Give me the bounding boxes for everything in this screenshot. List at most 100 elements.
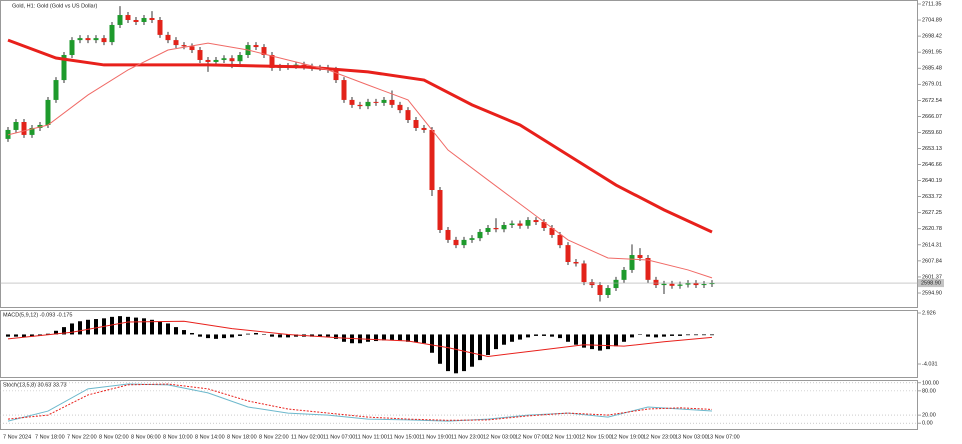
candle-body bbox=[437, 190, 443, 230]
macd-bar bbox=[158, 321, 162, 335]
macd-bar bbox=[366, 334, 370, 342]
macd-bar bbox=[454, 334, 458, 374]
macd-bar bbox=[654, 334, 658, 338]
macd-bar bbox=[462, 334, 466, 372]
x-tick-label: 8 Nov 02:00 bbox=[99, 434, 129, 440]
y-tick-label: 2711.35 bbox=[922, 1, 941, 7]
x-tick-label: 12 Nov 07:00 bbox=[515, 434, 548, 440]
macd-bar bbox=[422, 334, 426, 344]
macd-bar bbox=[238, 334, 242, 336]
candle-body bbox=[405, 110, 411, 121]
macd-bar bbox=[142, 318, 146, 335]
candle-body bbox=[429, 129, 435, 191]
candle-body bbox=[109, 24, 115, 43]
candle-body bbox=[205, 59, 211, 62]
macd-bar bbox=[390, 334, 394, 341]
macd-bar bbox=[270, 334, 274, 337]
macd-bar bbox=[470, 334, 474, 367]
candle-body bbox=[661, 283, 667, 286]
macd-bar bbox=[566, 334, 570, 342]
candle-body bbox=[133, 20, 139, 22]
candle-body bbox=[181, 45, 187, 47]
x-tick-label: 12 Nov 03:00 bbox=[483, 434, 516, 440]
candle-body bbox=[21, 122, 27, 135]
macd-bar bbox=[6, 334, 10, 337]
macd-bar bbox=[206, 334, 210, 339]
macd-bar bbox=[638, 334, 642, 335]
x-tick-label: 11 Nov 07:00 bbox=[323, 434, 355, 440]
y-tick-label: 20.00 bbox=[922, 413, 936, 419]
indicator-line bbox=[7, 42, 713, 279]
y-tick-label: 2704.89 bbox=[922, 17, 942, 23]
macd-bar bbox=[214, 334, 218, 339]
macd-bar bbox=[558, 334, 562, 339]
indicator-line bbox=[7, 38, 713, 234]
candle-body bbox=[669, 283, 675, 286]
macd-bar bbox=[262, 334, 266, 335]
macd-bar bbox=[326, 334, 330, 337]
candle-body bbox=[141, 18, 147, 22]
candle-body bbox=[373, 101, 379, 103]
macd-bar bbox=[150, 319, 154, 335]
macd-bar bbox=[542, 334, 546, 336]
panel-title: Stoch(13,5,8) 30.63 33.73 bbox=[3, 382, 67, 388]
last-price-box bbox=[918, 279, 944, 288]
y-tick-label: -4.031 bbox=[922, 361, 938, 367]
y-tick-label: 2.926 bbox=[922, 310, 936, 316]
macd-bar bbox=[662, 334, 666, 337]
candle-body bbox=[69, 40, 75, 55]
macd-bar bbox=[118, 316, 122, 335]
macd-bar bbox=[702, 334, 706, 336]
candle-body bbox=[629, 255, 635, 270]
macd-bar bbox=[414, 334, 418, 343]
candle-body bbox=[573, 261, 579, 264]
macd-bar bbox=[614, 334, 618, 347]
candle-body bbox=[365, 101, 371, 107]
x-tick-label: 13 Nov 07:00 bbox=[707, 434, 740, 440]
macd-bar bbox=[222, 334, 226, 339]
candle-body bbox=[197, 50, 203, 60]
macd-bar bbox=[30, 334, 34, 337]
candle-body bbox=[381, 99, 387, 103]
y-tick-label: 2685.48 bbox=[922, 66, 942, 72]
macd-bar bbox=[62, 327, 66, 335]
candle-body bbox=[253, 45, 259, 48]
y-tick-label: 2646.66 bbox=[922, 162, 942, 168]
x-tick-label: 12 Nov 15:00 bbox=[579, 434, 612, 440]
candle-body bbox=[533, 220, 539, 223]
macd-bar bbox=[70, 323, 74, 335]
x-tick-label: 8 Nov 06:00 bbox=[131, 434, 161, 440]
y-tick-label: 100.00 bbox=[922, 380, 939, 386]
candle-body bbox=[485, 227, 491, 232]
macd-bar bbox=[478, 334, 482, 361]
candle-body bbox=[333, 69, 339, 81]
macd-bar bbox=[190, 332, 194, 335]
y-tick-label: 2659.60 bbox=[922, 130, 942, 136]
macd-bar bbox=[86, 319, 90, 335]
macd-bar bbox=[182, 330, 186, 335]
macd-bar bbox=[294, 334, 298, 337]
y-tick-label: 2672.54 bbox=[922, 98, 942, 104]
x-tick-label: 7 Nov 2024 bbox=[3, 434, 31, 440]
candle-body bbox=[229, 58, 235, 62]
candle-body bbox=[597, 285, 603, 295]
macd-bar bbox=[686, 334, 690, 336]
candle-body bbox=[581, 263, 587, 283]
candle-body bbox=[77, 38, 83, 41]
candle-body bbox=[189, 46, 195, 51]
macd-bar bbox=[582, 334, 586, 348]
candle-body bbox=[165, 34, 171, 41]
last-price-label: 2598.90 bbox=[921, 281, 941, 287]
macd-bar bbox=[54, 330, 58, 335]
candle-body bbox=[685, 283, 691, 285]
candle-body bbox=[157, 20, 163, 35]
macd-bar bbox=[430, 334, 434, 353]
candle-body bbox=[149, 18, 155, 21]
macd-bar bbox=[278, 334, 282, 338]
y-tick-label: 0.00 bbox=[922, 421, 933, 427]
macd-bar bbox=[126, 316, 130, 335]
macd-bar bbox=[694, 334, 698, 336]
macd-bar bbox=[334, 334, 338, 339]
indicator-line bbox=[7, 383, 713, 422]
candle-body bbox=[125, 15, 131, 21]
